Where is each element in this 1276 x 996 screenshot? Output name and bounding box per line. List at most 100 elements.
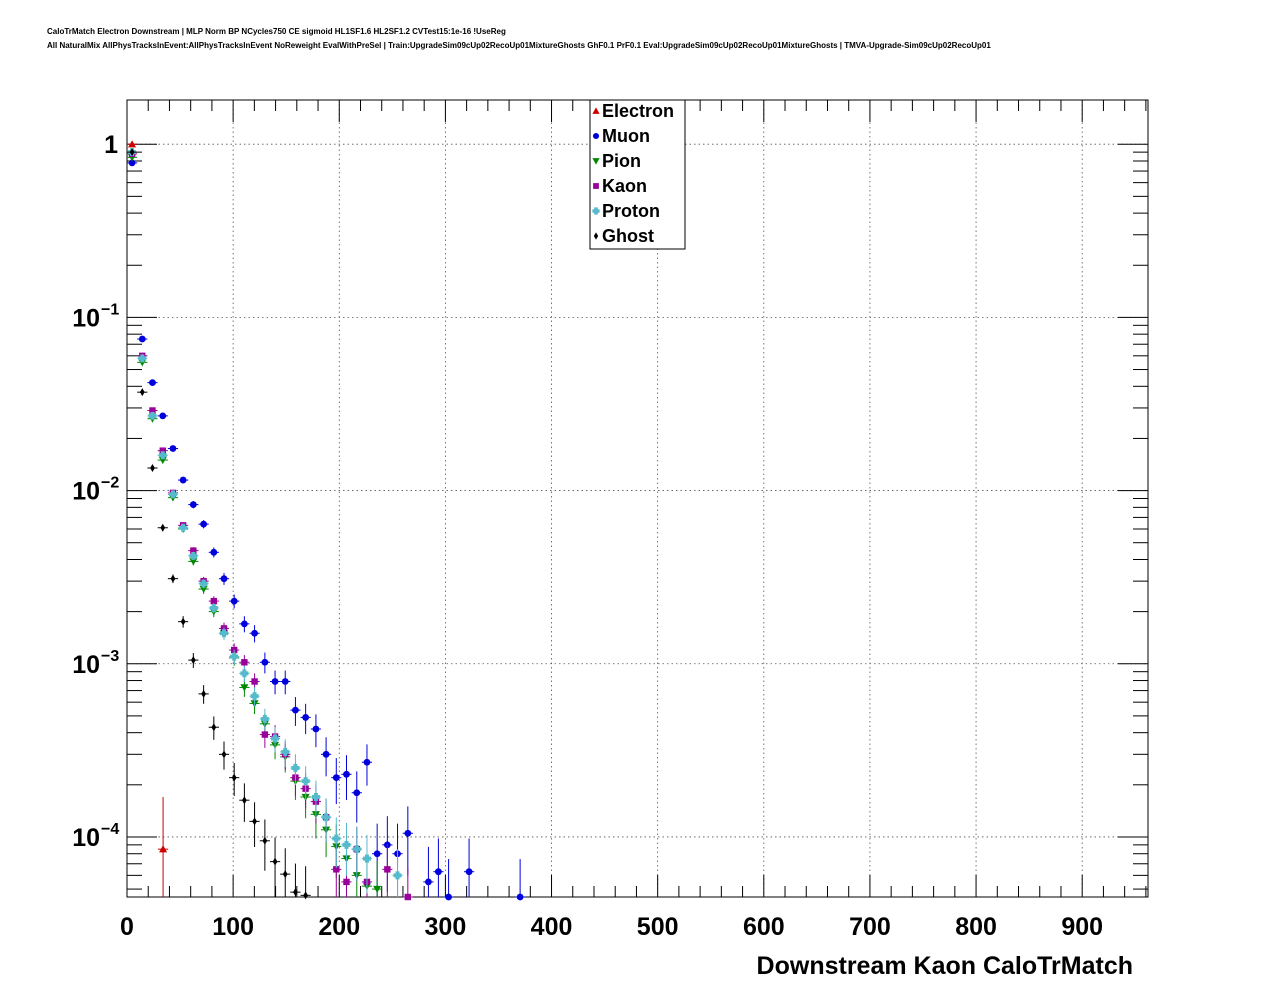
data-point [311,793,320,802]
y-tick-label: 10 [72,304,100,332]
data-point [271,678,279,685]
data-point [201,689,207,698]
data-point [404,893,412,901]
data-point [333,866,340,873]
series-electron [127,140,169,897]
data-point [241,659,248,666]
x-tick-label: 700 [849,913,891,941]
legend-marker [592,158,600,165]
data-point [282,870,288,879]
data-point [149,379,156,387]
legend-item-electron: Electron [592,101,674,121]
data-point [281,747,290,756]
legend-label: Proton [602,201,660,221]
data-point [373,850,381,858]
data-point [332,774,340,782]
data-point [250,692,259,701]
axis-ticks [126,100,1148,897]
data-point [252,817,257,826]
legend-label: Kaon [602,176,647,196]
legend-box [589,99,686,250]
data-point [169,445,177,452]
data-point [332,834,341,843]
data-point [362,854,371,863]
data-point [240,620,248,628]
data-point [261,731,269,738]
legend-label: Ghost [602,226,654,246]
data-point [170,574,176,583]
data-point [231,773,237,782]
data-point [230,597,238,605]
data-point [516,893,524,901]
chart-title-line1: CaloTrMatch Electron Downstream | MLP No… [47,27,506,36]
legend-label: Electron [602,101,674,121]
data-point [149,407,156,414]
data-point [291,764,300,773]
data-point [240,684,249,692]
legend-marker [592,107,600,114]
data-point [301,777,310,786]
data-point [128,140,137,148]
data-point [148,411,157,420]
data-point [404,829,412,837]
x-tick-label: 600 [743,913,785,941]
data-point [190,547,197,554]
data-point [302,714,310,721]
grid-lines [127,100,1148,897]
data-point [322,813,331,822]
data-point [180,617,186,626]
series-proton [127,148,403,897]
series-muon [127,159,526,901]
legend-item-pion: Pion [592,151,641,171]
data-point [210,597,218,605]
x-axis-title: Downstream Kaon CaloTrMatch [757,952,1133,980]
data-point [189,558,198,566]
data-point [241,796,247,805]
data-point [434,868,442,876]
x-tick-label: 0 [120,913,134,941]
data-point [240,669,249,678]
data-point [139,388,145,397]
data-point [342,840,351,849]
data-point [199,579,208,588]
y-tick-exponent: −1 [101,301,119,318]
x-axis-tick-labels: 0 100 200 300 400 500 600 700 800 900 [120,913,1103,941]
data-point [221,750,227,759]
data-point [363,758,371,766]
series-kaon [127,150,413,901]
legend-item-kaon: Kaon [593,176,647,196]
data-point [179,523,188,532]
data-point [128,159,136,167]
data-point [211,723,217,732]
data-point [160,523,166,532]
x-tick-label: 400 [531,913,573,941]
data-point [352,845,361,854]
y-axis-tick-labels: 110−110−210−310−4 [72,131,119,852]
legend-marker [592,132,600,140]
data-point [220,629,229,638]
data-point [129,148,135,157]
y-tick-exponent: −2 [101,475,119,492]
x-tick-label: 100 [212,913,254,941]
data-point [210,548,218,556]
x-tick-label: 200 [318,913,360,941]
x-tick-label: 300 [425,913,467,941]
data-point [189,501,197,508]
data-point [343,770,350,778]
legend-item-muon: Muon [592,126,650,146]
data-point [292,706,299,714]
data-point [312,725,320,733]
legend-item-proton: Proton [592,201,660,221]
data-point [159,845,168,853]
data-point [281,678,289,685]
x-tick-label: 500 [637,913,679,941]
chart-title-line2: All NaturalMix AllPhysTracksInEvent:AllP… [47,41,991,50]
y-tick-label: 10 [72,824,100,852]
data-point [168,490,177,499]
data-point [189,551,198,560]
legend-label: Pion [602,151,641,171]
data-point [220,575,228,583]
data-point [230,652,239,661]
data-point [200,520,208,528]
